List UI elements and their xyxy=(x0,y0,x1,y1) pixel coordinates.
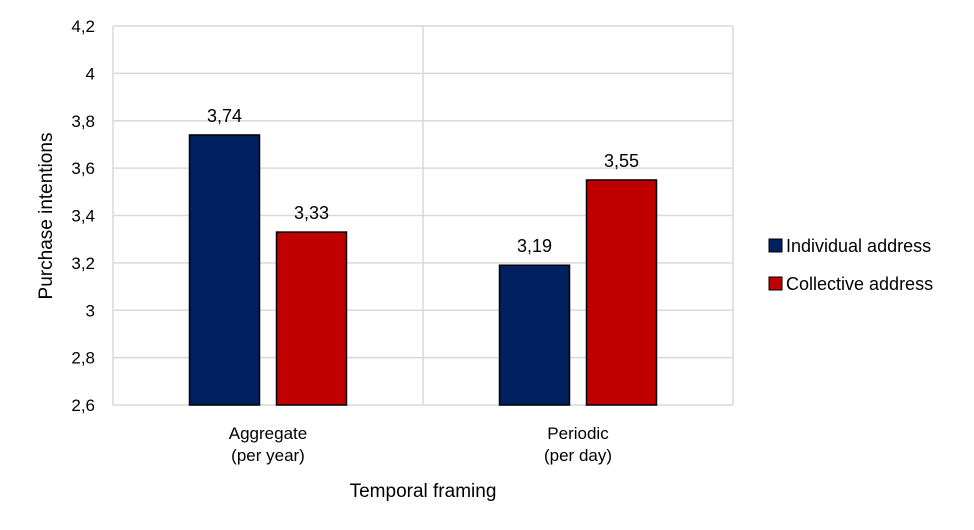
y-tick-label: 3 xyxy=(86,301,95,320)
data-label: 3,55 xyxy=(604,151,639,171)
y-tick-label: 3,6 xyxy=(71,159,95,178)
y-tick-label: 2,6 xyxy=(71,396,95,415)
label-layer: 2,6 2,8 3 3,2 3,4 3,6 3,8 4 4,2 3,74 3,33 Aggregate… xyxy=(71,17,639,465)
y-tick-label: 3,4 xyxy=(71,207,95,226)
legend-label: Individual address xyxy=(786,236,931,256)
bar-layer xyxy=(188,134,658,406)
y-tick-label: 3,8 xyxy=(71,112,95,131)
x-tick-label-sub: (per day) xyxy=(544,446,612,465)
bar-collective-1 xyxy=(585,179,658,406)
y-axis-title: Purchase intentions xyxy=(36,133,57,300)
data-label: 3,74 xyxy=(207,106,242,126)
legend-swatch xyxy=(768,238,783,253)
x-axis-title: Temporal framing xyxy=(350,481,497,502)
y-tick-label: 3,2 xyxy=(71,254,95,273)
bar-individual-0 xyxy=(188,134,261,406)
x-tick-label: Periodic xyxy=(547,424,609,443)
y-tick-label: 4,2 xyxy=(71,17,95,36)
legend: Individual address Collective address xyxy=(768,236,933,294)
data-label: 3,33 xyxy=(294,203,329,223)
legend-swatch xyxy=(768,276,783,291)
bar-individual-1 xyxy=(498,264,571,406)
y-tick-label: 2,8 xyxy=(71,349,95,368)
legend-label: Collective address xyxy=(786,274,933,294)
bar-collective-0 xyxy=(275,231,348,406)
data-label: 3,19 xyxy=(517,236,552,256)
x-tick-label-sub: (per year) xyxy=(231,446,305,465)
y-tick-label: 4 xyxy=(86,64,95,83)
x-tick-label: Aggregate xyxy=(229,424,307,443)
